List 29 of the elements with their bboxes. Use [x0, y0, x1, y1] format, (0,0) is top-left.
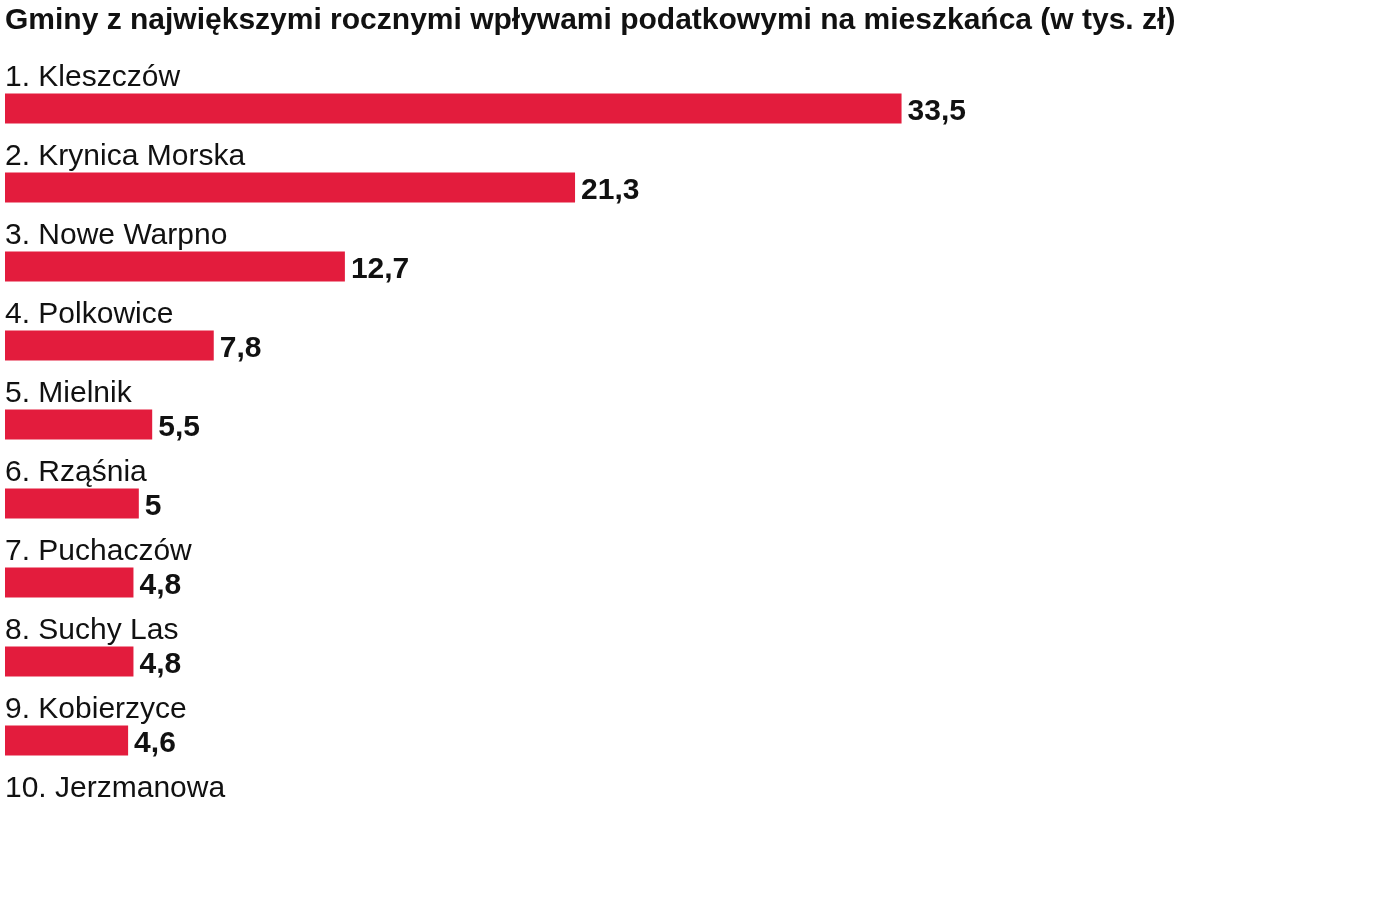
bar	[5, 251, 345, 282]
data-label: 5	[144, 487, 162, 521]
y-tick-label: 5. Mielnik	[5, 374, 133, 408]
data-label: 12,7	[350, 250, 410, 284]
y-tick-label: 3. Nowe Warpno	[5, 216, 228, 250]
y-tick-label: 6. Rząśnia	[5, 453, 148, 487]
bar	[5, 172, 576, 203]
bar	[5, 646, 134, 677]
data-label: 5,5	[158, 408, 200, 442]
bar	[5, 488, 139, 519]
bar	[5, 725, 129, 756]
bar	[5, 567, 134, 598]
bar	[5, 330, 214, 361]
bar	[5, 93, 902, 124]
data-label: 4,8	[139, 645, 182, 679]
y-tick-label: 9. Kobierzyce	[5, 690, 187, 724]
y-tick-label: 4. Polkowice	[5, 295, 174, 329]
data-label: 21,3	[581, 171, 640, 205]
data-label: 4,6	[134, 724, 176, 758]
y-tick-label: 1. Kleszczów	[5, 58, 181, 92]
y-tick-label: 10. Jerzmanowa	[5, 769, 226, 803]
bar	[5, 409, 153, 440]
data-label: 4,8	[139, 566, 182, 600]
y-tick-label: 2. Krynica Morska	[5, 137, 246, 171]
y-tick-label: 7. Puchaczów	[5, 532, 193, 566]
data-label: 7,8	[219, 329, 262, 363]
chart-title: Gminy z największymi rocznymi wpływami podatkowymi na mieszkańca (w tys. zł)	[5, 2, 1176, 35]
data-label: 33,5	[907, 92, 966, 126]
y-tick-label: 8. Suchy Las	[5, 611, 179, 645]
